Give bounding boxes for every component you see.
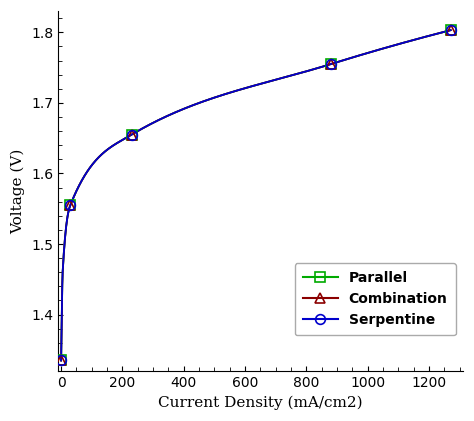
Y-axis label: Voltage (V): Voltage (V) bbox=[11, 149, 26, 234]
X-axis label: Current Density (mA/cm2): Current Density (mA/cm2) bbox=[158, 395, 363, 410]
Legend: Parallel, Combination, Serpentine: Parallel, Combination, Serpentine bbox=[294, 263, 456, 336]
